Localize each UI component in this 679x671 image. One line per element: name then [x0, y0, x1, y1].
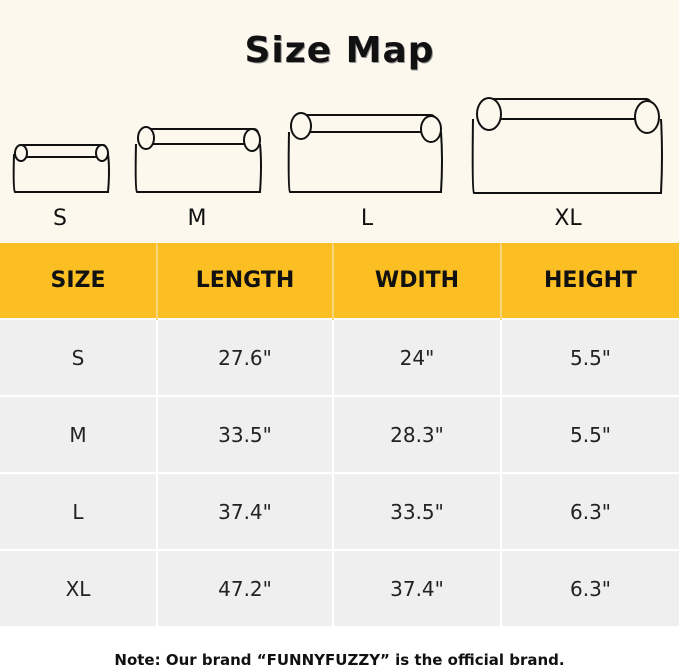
cell-size: L	[0, 472, 158, 550]
table-row: M 33.5" 28.3" 5.5"	[0, 395, 679, 473]
bed-illustration-l	[287, 112, 443, 193]
cell-length: 33.5"	[157, 395, 334, 473]
cell-size: S	[0, 318, 158, 396]
bed-illustration-s	[12, 144, 110, 193]
cell-size: M	[0, 395, 158, 473]
page-title: Size Map	[244, 30, 435, 71]
cell-height: 6.3"	[501, 472, 679, 550]
cell-height: 5.5"	[501, 318, 679, 396]
header-width: WDITH	[333, 243, 502, 319]
cell-length: 37.4"	[157, 472, 334, 550]
bed-illustration-m	[134, 126, 262, 193]
table-row: S 27.6" 24" 5.5"	[0, 318, 679, 396]
cell-size: XL	[0, 549, 158, 626]
table-row: L 37.4" 33.5" 6.3"	[0, 472, 679, 550]
size-label-xl: XL	[554, 206, 582, 231]
size-label-l: L	[360, 206, 374, 231]
cell-width: 28.3"	[333, 395, 502, 473]
cell-length: 47.2"	[157, 549, 334, 626]
brand-note: Note: Our brand “FUNNYFUZZY” is the offi…	[114, 651, 565, 669]
size-label-s: S	[53, 206, 67, 231]
table-row: XL 47.2" 37.4" 6.3"	[0, 549, 679, 626]
table-header-row: SIZE LENGTH WDITH HEIGHT	[0, 243, 679, 319]
cell-height: 5.5"	[501, 395, 679, 473]
header-height: HEIGHT	[501, 243, 679, 319]
header-length: LENGTH	[157, 243, 334, 319]
size-label-m: M	[187, 206, 207, 231]
header-size: SIZE	[0, 243, 158, 319]
cell-width: 37.4"	[333, 549, 502, 626]
cell-height: 6.3"	[501, 549, 679, 626]
cell-length: 27.6"	[157, 318, 334, 396]
cell-width: 33.5"	[333, 472, 502, 550]
bed-illustration-xl	[471, 97, 663, 194]
cell-width: 24"	[333, 318, 502, 396]
size-table: SIZE LENGTH WDITH HEIGHT S 27.6" 24" 5.5…	[0, 243, 679, 626]
